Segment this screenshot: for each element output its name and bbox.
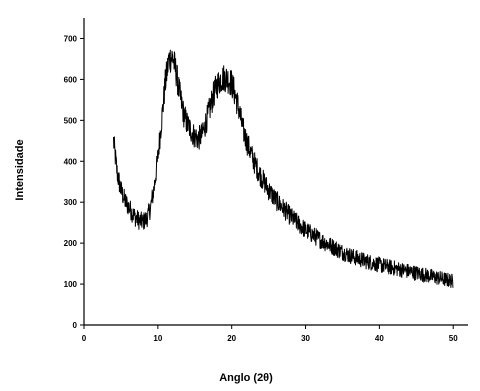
x-tick-label: 50 <box>449 334 458 343</box>
y-tick-label: 200 <box>64 239 78 248</box>
y-tick-label: 0 <box>73 321 78 330</box>
series <box>113 49 454 288</box>
x-tick-label: 10 <box>153 334 162 343</box>
x-tick-label: 30 <box>301 334 310 343</box>
x-tick-label: 40 <box>375 334 384 343</box>
y-tick-label: 700 <box>64 34 78 43</box>
ticks: 0 100 200 300 400 500 600 700 0 10 20 30 40 50 <box>64 34 459 343</box>
y-tick-label: 500 <box>64 116 78 125</box>
y-tick-label: 100 <box>64 280 78 289</box>
y-tick-label: 400 <box>64 157 78 166</box>
x-tick-label: 20 <box>227 334 236 343</box>
y-axis-title: Intensidade <box>14 139 26 200</box>
series-line <box>113 49 454 288</box>
x-tick-label: 0 <box>82 334 87 343</box>
y-tick-label: 300 <box>64 198 78 207</box>
axes <box>83 18 468 326</box>
x-axis-title: Anglo (2θ) <box>219 372 273 384</box>
y-tick-label: 600 <box>64 75 78 84</box>
